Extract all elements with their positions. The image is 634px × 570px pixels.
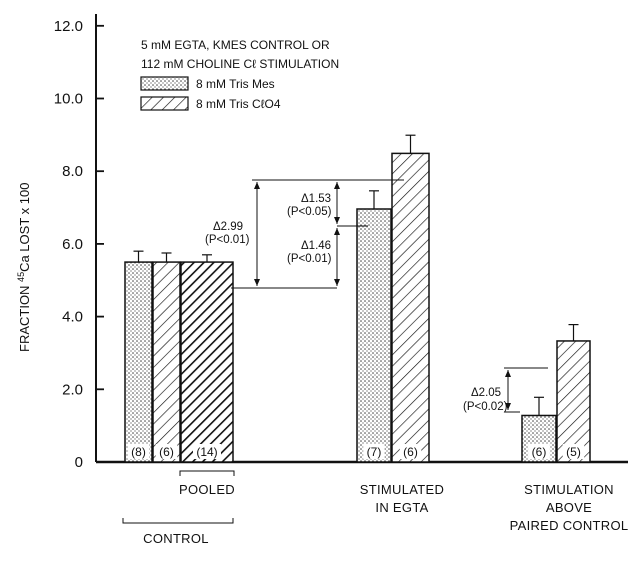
bar-n-label: (8) <box>131 445 146 459</box>
annotation-p-1-53: (P<0.05) <box>287 206 332 218</box>
legend-swatch-tris-clo4 <box>140 96 189 111</box>
group-label-stimulated-2: IN EGTA <box>375 500 428 515</box>
annotation-delta-1-53: Δ1.53 <box>301 193 331 205</box>
y-tick-label: 12.0 <box>54 18 83 35</box>
legend-swatch-tris-mes <box>140 76 189 91</box>
n-label-bg <box>528 444 550 459</box>
y-tick-label: 0 <box>75 454 83 471</box>
annotation-delta-1-46: Δ1.46 <box>301 240 331 252</box>
legend: 5 mM EGTA, KMES CONTROL OR 112 mM CHOLIN… <box>140 38 339 111</box>
y-tick-label: 6.0 <box>62 236 83 253</box>
n-label-bg <box>155 444 178 459</box>
y-tick-label: 2.0 <box>62 381 83 398</box>
y-tick-label: 10.0 <box>54 91 83 108</box>
annotation-p-2-99: (P<0.01) <box>205 234 250 246</box>
annotation-delta-2-05: Δ2.05 <box>471 387 501 399</box>
bar-stimulated-5 <box>391 152 430 463</box>
bar-above_control-7 <box>556 340 591 463</box>
bar-n-label: (6) <box>532 445 547 459</box>
y-ticks: 0 2.0 4.0 6.0 8.0 10.0 12.0 <box>54 18 104 471</box>
annotation-delta-2-99: Δ2.99 <box>213 221 243 233</box>
n-label-bg <box>127 444 150 459</box>
group-label-above-2: ABOVE <box>546 500 592 515</box>
n-label-bg <box>399 444 422 459</box>
legend-label-tris-clo4: 8 mM Tris CℓO4 <box>196 97 281 111</box>
bar-n-label: (6) <box>403 445 418 459</box>
bar-control-1 <box>124 261 153 463</box>
group-brackets <box>122 470 235 524</box>
legend-title-1: 5 mM EGTA, KMES CONTROL OR <box>141 38 330 52</box>
n-label-bg <box>562 444 585 459</box>
bar-pooled-3 <box>180 261 234 463</box>
y-axis-label-sup: 45 <box>16 272 26 282</box>
annotation-p-1-46: (P<0.01) <box>287 253 332 265</box>
bars: (8) (6) (14) (7) (6) (6) (5) <box>124 134 591 463</box>
group-label-control: CONTROL <box>143 531 209 546</box>
group-label-pooled: POOLED <box>179 482 235 497</box>
group-label-stimulated-1: STIMULATED <box>360 482 444 497</box>
y-tick-label: 8.0 <box>62 163 83 180</box>
control-bracket <box>122 518 234 524</box>
bar-stimulated-4 <box>356 208 392 463</box>
y-axis-label: FRACTION 45Ca LOST x 100 <box>16 183 32 352</box>
y-tick-label: 4.0 <box>62 309 83 326</box>
bar-n-label: (6) <box>159 445 174 459</box>
legend-label-tris-mes: 8 mM Tris Mes <box>196 77 275 91</box>
group-label-above-1: STIMULATION <box>524 482 614 497</box>
group-label-above-3: PAIRED CONTROL <box>510 518 629 533</box>
bar-control-2 <box>152 261 181 463</box>
n-label-bg <box>193 444 221 459</box>
bar-n-label: (5) <box>566 445 581 459</box>
n-label-bg <box>363 444 385 459</box>
bar-n-label: (7) <box>367 445 382 459</box>
legend-title-2: 112 mM CHOLINE Cℓ STIMULATION <box>141 57 339 71</box>
annotation-p-2-05: (P<0.02) <box>463 401 508 413</box>
annotation-arrowheads <box>254 182 511 410</box>
pooled-bracket <box>179 470 235 476</box>
bar-n-label: (14) <box>196 445 217 459</box>
